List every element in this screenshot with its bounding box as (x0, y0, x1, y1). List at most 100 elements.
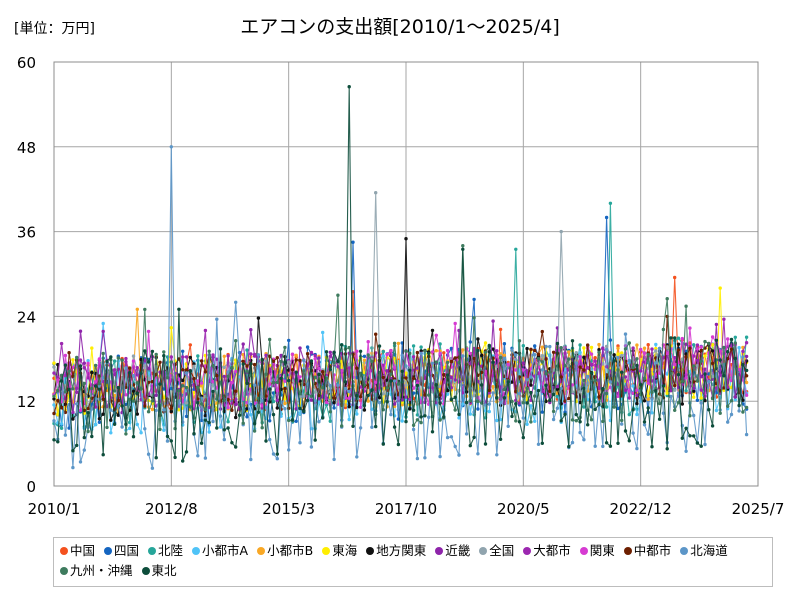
data-point (468, 351, 472, 356)
data-point (676, 342, 681, 346)
data-point (623, 429, 628, 433)
data-point (199, 441, 204, 445)
data-point (124, 393, 128, 397)
data-point (699, 401, 703, 405)
data-point (555, 387, 560, 391)
data-point (158, 427, 162, 432)
data-point (487, 391, 491, 395)
data-point (252, 362, 257, 367)
legend-label: 地方関東 (376, 543, 427, 558)
data-point (162, 354, 166, 358)
data-point (574, 361, 578, 365)
data-point (358, 371, 363, 375)
data-point (59, 341, 64, 346)
data-point (665, 372, 669, 376)
data-point (188, 405, 192, 409)
data-point (260, 426, 264, 430)
data-point (510, 380, 514, 384)
data-point (692, 413, 696, 418)
data-point (635, 343, 639, 347)
data-point (495, 418, 499, 423)
data-point (245, 364, 249, 368)
data-point (234, 339, 238, 343)
data-point (680, 379, 684, 383)
data-point (381, 375, 385, 380)
data-point (654, 342, 658, 347)
data-point (476, 348, 480, 353)
data-point (521, 344, 525, 348)
data-point (710, 361, 715, 366)
data-point (514, 247, 518, 251)
data-point (423, 349, 427, 353)
data-point (358, 395, 363, 399)
data-point (692, 386, 696, 390)
data-point (298, 346, 302, 350)
data-point (374, 191, 378, 195)
legend-label: 小都市B (267, 543, 314, 558)
data-point (506, 424, 510, 428)
data-point (642, 351, 647, 355)
data-point (52, 438, 56, 442)
data-point (392, 404, 397, 409)
data-point (56, 375, 60, 379)
data-point (109, 431, 113, 435)
data-point (218, 347, 223, 351)
data-point (222, 365, 226, 370)
data-point (620, 353, 624, 358)
data-point (139, 371, 143, 375)
data-point (737, 384, 741, 388)
data-point (71, 358, 75, 362)
data-point (52, 361, 56, 365)
data-point (78, 358, 83, 362)
data-point (120, 358, 124, 362)
data-point (631, 346, 635, 350)
data-point (328, 367, 332, 372)
data-point (491, 391, 495, 395)
data-point (733, 395, 737, 399)
data-point (203, 418, 208, 422)
data-point (234, 369, 238, 374)
x-tick-label: 2010/1 (28, 500, 81, 518)
data-point (408, 368, 412, 372)
data-point (722, 317, 726, 321)
data-point (241, 421, 245, 425)
data-point (362, 408, 367, 412)
data-point (570, 390, 575, 394)
data-point (461, 247, 465, 251)
data-point (744, 354, 749, 359)
data-point (498, 437, 503, 441)
data-point (260, 357, 264, 362)
data-point (264, 394, 268, 398)
data-point (347, 396, 351, 400)
data-point (642, 423, 647, 427)
data-point (411, 355, 416, 359)
data-point (661, 327, 666, 332)
data-point (146, 360, 151, 364)
data-point (404, 376, 408, 380)
data-point (491, 347, 495, 351)
data-point (332, 350, 336, 355)
data-point (578, 350, 582, 355)
data-point (430, 430, 435, 434)
data-point (578, 420, 582, 424)
data-point (593, 356, 597, 360)
data-point (218, 425, 223, 429)
data-point (453, 356, 457, 360)
data-point (533, 348, 537, 353)
data-point (101, 329, 105, 334)
data-point (627, 358, 631, 363)
data-point (445, 435, 450, 440)
series-line (53, 86, 748, 462)
data-point (692, 434, 696, 438)
data-point (249, 413, 253, 417)
data-point (90, 434, 94, 439)
data-point (563, 412, 567, 416)
data-point (241, 397, 245, 401)
data-point (631, 408, 635, 412)
data-point (586, 343, 590, 347)
data-point (737, 409, 741, 413)
data-point (597, 342, 601, 347)
data-point (196, 379, 200, 383)
plot-frame (53, 61, 759, 487)
data-point (112, 422, 117, 426)
